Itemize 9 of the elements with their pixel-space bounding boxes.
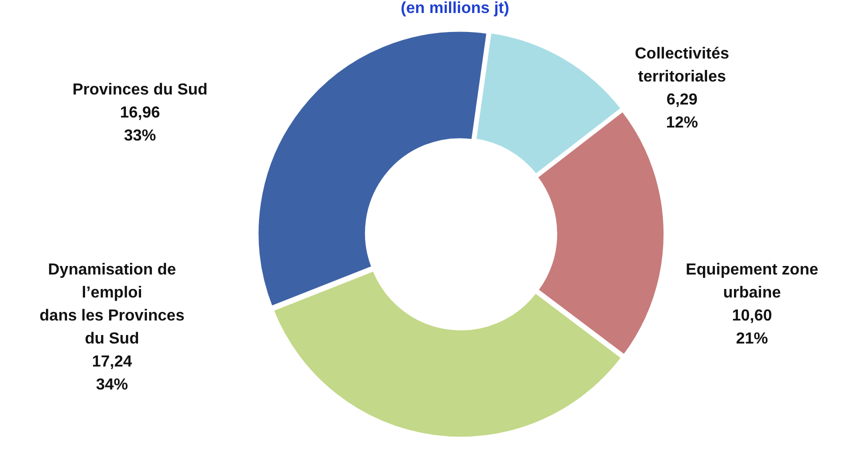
slice-label: Equipement zone urbaine (686, 261, 818, 302)
data-label: 10,60 21% (732, 307, 772, 348)
slice-label: Dynamisation de l’emploi dans les Provinces du Sud (40, 261, 185, 348)
slice-label: Provinces du Sud (72, 81, 208, 98)
chart-title: (en millions jt) (400, 0, 510, 18)
data-label: 17,24 34% (92, 353, 132, 394)
data-label: 16,96 33% (120, 104, 160, 144)
data-label: 6,29 12% (666, 91, 698, 132)
slice-label: Collectivités territoriales (634, 45, 730, 86)
